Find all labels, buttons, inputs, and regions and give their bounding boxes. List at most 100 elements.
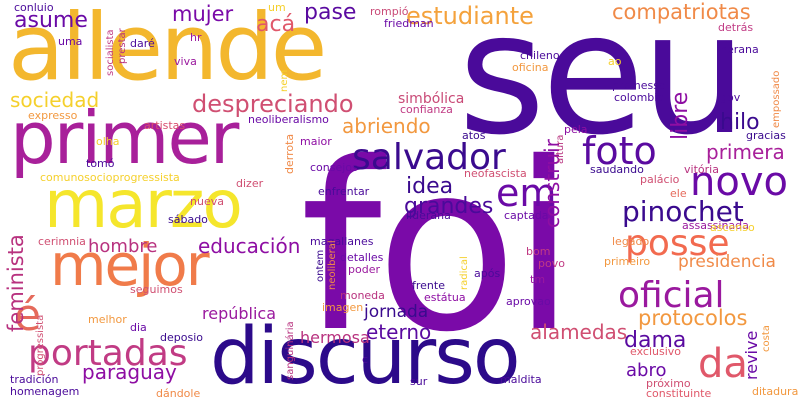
word-dia: dia [130, 321, 147, 334]
word-mujer: mujer [172, 2, 234, 26]
word-frente: frente [412, 279, 445, 292]
word-allende: allende [8, 0, 327, 101]
word-idea: idea [406, 174, 454, 199]
word-compatriotas: compatriotas [612, 0, 751, 24]
word-aprovao: aprovao [506, 295, 551, 308]
word-liderana: liderana [406, 209, 451, 222]
word-salvador: salvador [352, 137, 506, 178]
word-um: um [268, 1, 286, 14]
word-rompio: rompió [370, 5, 409, 18]
word-estudiante: estudiante [406, 2, 534, 30]
word-melhor: melhor [88, 313, 127, 326]
word-pase: pase [304, 0, 357, 25]
word-portadas: portadas [28, 333, 188, 374]
word-jornada: jornada [364, 302, 429, 322]
word-exclusivo: exclusivo [630, 345, 681, 358]
word-oficina: oficina [512, 61, 549, 74]
word-estatua: estátua [424, 291, 466, 304]
word-consejos: consejos [310, 161, 358, 174]
word-paraguay: paraguay [82, 360, 177, 384]
word-comunosocioprogressista: comunosocioprogressista [40, 171, 180, 184]
word-atos: atos [462, 129, 486, 142]
word-friedman: friedman [384, 17, 434, 30]
word-conluio: conluio [14, 1, 54, 14]
word-eterno: eterno [366, 320, 432, 344]
word-grandes: grandes [404, 194, 494, 219]
word-derrota: derrota [283, 133, 296, 174]
word-altura: altura [555, 134, 566, 164]
word-socialista: socialista [105, 29, 116, 76]
word-sur: sur [410, 375, 428, 388]
word-captada: captada [504, 209, 549, 222]
word-ditadura: ditadura [752, 385, 799, 398]
word-viva: viva [174, 55, 197, 68]
word-neoliberalismo: neoliberalismo [248, 113, 329, 126]
word-povo: povo [538, 257, 565, 270]
word-foto: foto [582, 129, 657, 173]
word-poder: poder [348, 263, 380, 276]
word-hombre: hombre [88, 236, 158, 257]
word-prestar: prestar [117, 28, 128, 64]
word-cerimnia: cerimnia [38, 235, 86, 248]
word-sociedad: sociedad [10, 88, 100, 112]
word-sanguinaria: sanguinária [285, 321, 296, 380]
word-hermosa: hermosa [300, 328, 370, 347]
word-ontem: ontem [315, 249, 326, 282]
word-feminista: feminista [4, 234, 28, 332]
word-neoliberal: neoliberal [327, 240, 338, 290]
word-oficial: oficial [618, 275, 725, 316]
word-costa: costa [761, 325, 772, 352]
word-tm: tm [530, 273, 546, 286]
word-posse: posse [625, 223, 730, 264]
word-artistas: artistas [144, 119, 186, 132]
word-nueva: nueva [190, 195, 224, 208]
word-detalles: detalles [340, 251, 384, 264]
word-radical: radical [459, 256, 470, 290]
word-foi: foi [300, 113, 576, 383]
word-expresso: expresso [28, 109, 78, 122]
word-educacion: educación [198, 234, 301, 258]
word-moneda: moneda [340, 289, 385, 302]
word-em: em [496, 171, 557, 215]
word-republica: república [202, 304, 277, 323]
word-hilo: hilo [720, 110, 760, 135]
word-neofascista: neofascista [464, 167, 527, 180]
word-proximo: próximo [646, 377, 691, 390]
word-primeiro: primeiro [604, 255, 651, 268]
word-progressista: progressista [35, 314, 46, 376]
word-discurso: discurso [210, 312, 521, 400]
word-abro: abro [626, 360, 667, 381]
word-maldita: maldita [500, 373, 542, 386]
word-protocolos: protocolos [638, 306, 748, 330]
word-dama: dama [624, 328, 687, 353]
word-tradicion: tradición [10, 373, 59, 386]
word-gracias: gracias [746, 129, 786, 142]
word-e-accent: é [14, 290, 42, 341]
word-marzo: marzo [44, 166, 243, 243]
word-seu: seu [458, 0, 747, 172]
word-dandole: dándole [156, 387, 201, 400]
word-abriendo: abriendo [342, 114, 431, 138]
word-vitoria: vitória [684, 163, 719, 176]
word-asume: asume [14, 8, 88, 33]
word-simbolica: simbólica [398, 91, 465, 107]
word-colombia: colombia [614, 91, 665, 104]
word-assassinada: assassinada [682, 219, 749, 232]
word-mejor: mejor [50, 231, 210, 299]
word-seguimos: seguimos [130, 283, 183, 296]
word-enfrentar: enfrentar [318, 185, 370, 198]
word-ascenso: ascenso [710, 221, 755, 234]
word-confianza: confianza [400, 103, 453, 116]
word-nem: nem [279, 69, 290, 92]
word-deposio: deposio [160, 331, 203, 344]
word-ele: ele [670, 187, 687, 200]
word-novo: novo [690, 159, 788, 205]
word-ao: ao [608, 55, 622, 68]
word-gov: gov [720, 91, 741, 104]
word-hr: hr [190, 31, 202, 44]
word-pela: pela [564, 123, 588, 136]
word-sabado: sábado [168, 213, 208, 226]
word-tomo: tomó [86, 157, 115, 170]
word-dizer: dizer [236, 177, 264, 190]
word-saudando: saudando [590, 163, 644, 176]
